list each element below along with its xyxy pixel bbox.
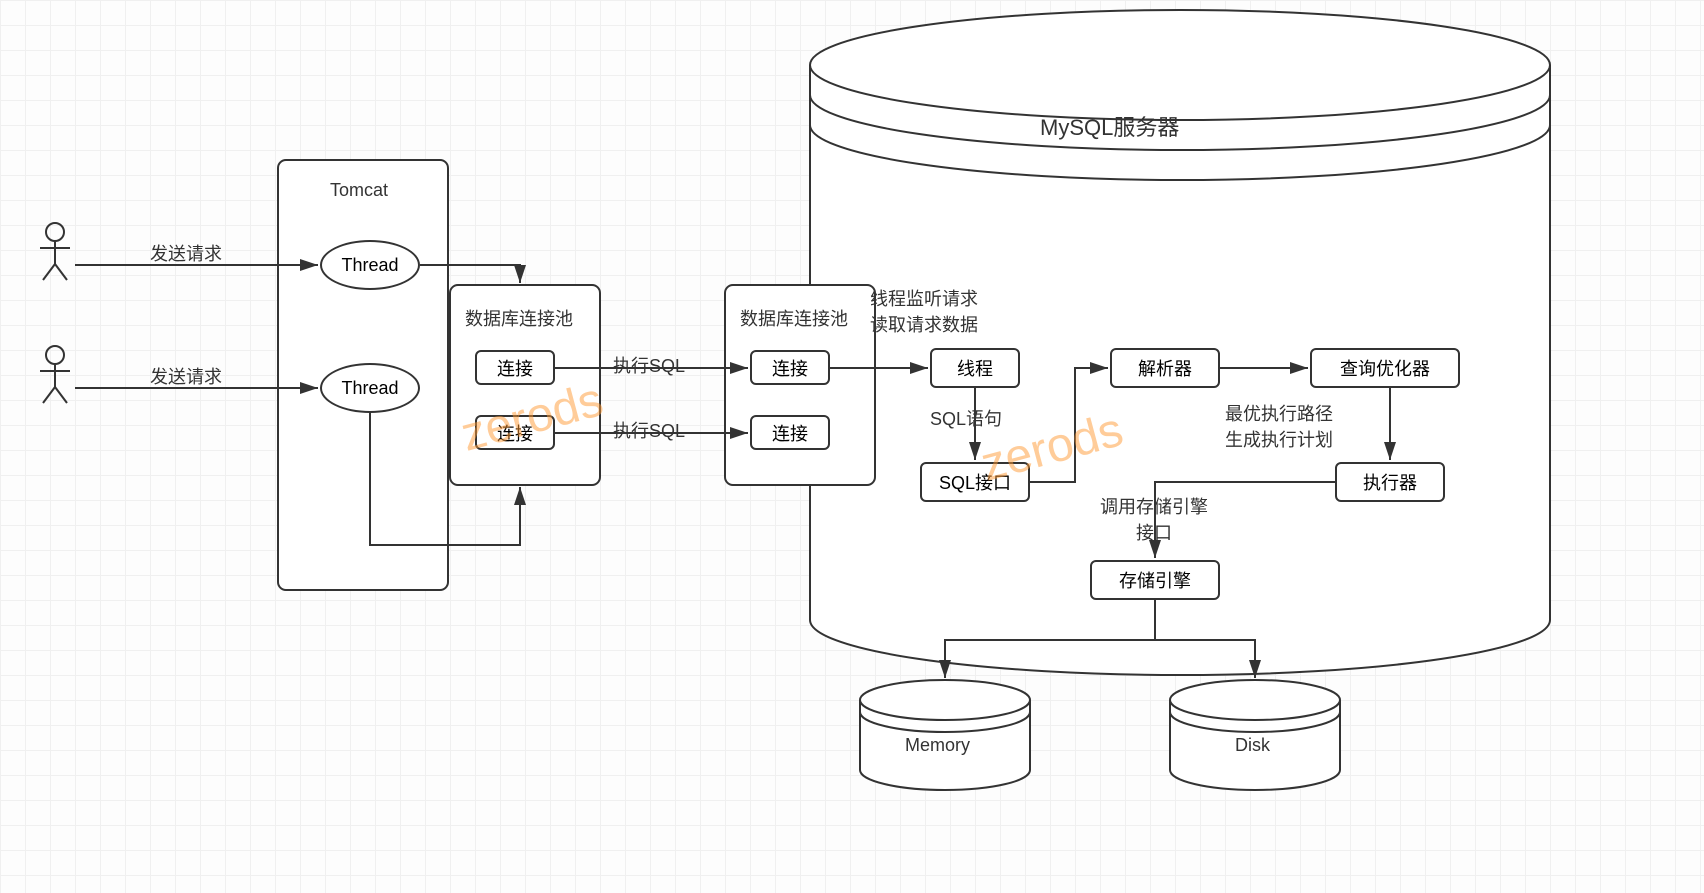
storage-engine-node: 存储引擎 (1090, 560, 1220, 600)
parser-node: 解析器 (1110, 348, 1220, 388)
memory-label: Memory (905, 735, 970, 756)
optimizer-node: 查询优化器 (1310, 348, 1460, 388)
tomcat-label: Tomcat (330, 180, 388, 201)
pool-left-label: 数据库连接池 (465, 305, 573, 331)
mysql-label: MySQL服务器 (1040, 110, 1179, 142)
disk-label: Disk (1235, 735, 1270, 756)
thread-node: Thread (320, 363, 420, 413)
diagram-svg (0, 0, 1704, 893)
thread-node: Thread (320, 240, 420, 290)
pool-right-label: 数据库连接池 (740, 305, 848, 331)
executor-node: 执行器 (1335, 462, 1445, 502)
edge-label: 线程监听请求 读取请求数据 (870, 285, 978, 337)
edge-label: 最优执行路径 生成执行计划 (1225, 400, 1333, 452)
edge-label: 发送请求 (150, 363, 222, 389)
user-icon (40, 346, 70, 403)
conn-node: 连接 (750, 415, 830, 450)
conn-node: 连接 (750, 350, 830, 385)
edge-label: SQL语句 (930, 405, 1002, 431)
edge-label: 执行SQL (613, 352, 685, 378)
sql-interface-node: SQL接口 (920, 462, 1030, 502)
edge-label: 发送请求 (150, 240, 222, 266)
user-icon (40, 223, 70, 280)
conn-node: 连接 (475, 350, 555, 385)
conn-node: 连接 (475, 415, 555, 450)
thread-cn-node: 线程 (930, 348, 1020, 388)
edge-label: 调用存储引擎 接口 (1100, 493, 1208, 545)
edge-label: 执行SQL (613, 417, 685, 443)
